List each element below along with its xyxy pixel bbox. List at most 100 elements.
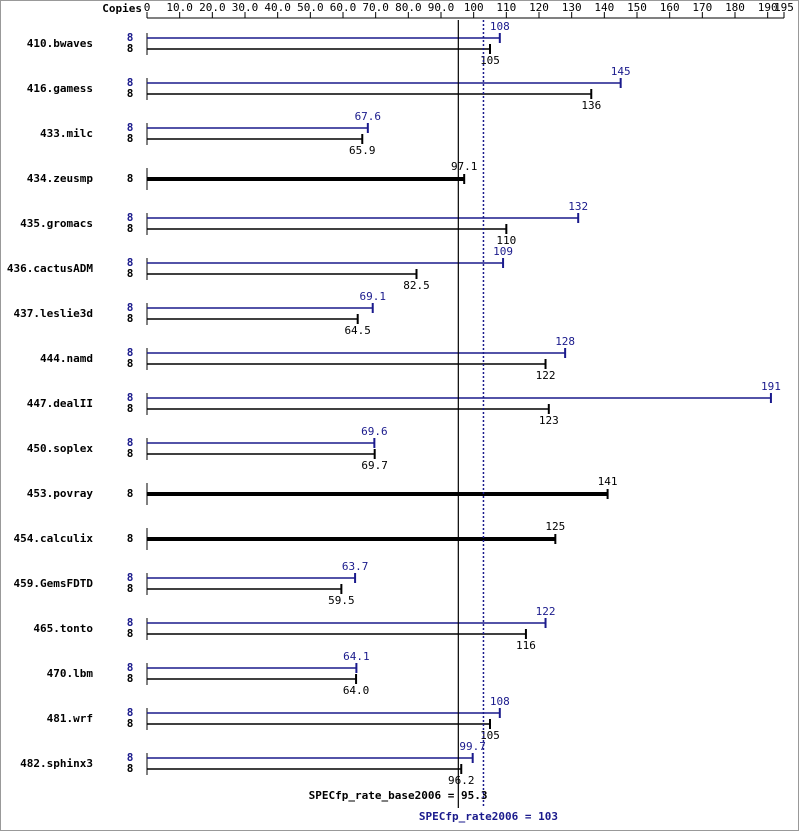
x-tick-label: 30.0 [232,1,259,14]
x-tick-label: 40.0 [264,1,291,14]
benchmark-name: 482.sphinx3 [20,757,93,770]
value-label: 141 [598,475,618,488]
copies: 8 [127,267,134,280]
benchmark-name: 435.gromacs [20,217,93,230]
copies: 8 [127,751,134,764]
benchmark-name: 410.bwaves [27,37,93,50]
benchmark-name: 433.milc [40,127,93,140]
x-tick-label: 195 [774,1,794,14]
copies: 8 [127,447,134,460]
copies: 8 [127,436,134,449]
x-tick-label: 0 [144,1,151,14]
copies: 8 [127,391,134,404]
value-label: 59.5 [328,594,355,607]
copies: 8 [127,211,134,224]
x-tick-label: 10.0 [166,1,193,14]
copies: 8 [127,706,134,719]
copies: 8 [127,312,134,325]
copies: 8 [127,346,134,359]
copies: 8 [127,222,134,235]
reference-label: SPECfp_rate_base2006 = 95.3 [309,789,488,802]
value-label: 65.9 [349,144,376,157]
copies: 8 [127,132,134,145]
x-tick-label: 190 [758,1,778,14]
copies: 8 [127,487,134,500]
copies: 8 [127,87,134,100]
benchmark-name: 459.GemsFDTD [14,577,94,590]
copies: 8 [127,571,134,584]
copies: 8 [127,121,134,134]
x-tick-label: 180 [725,1,745,14]
value-label: 99.7 [459,740,486,753]
x-tick-label: 80.0 [395,1,422,14]
copies: 8 [127,627,134,640]
value-label: 69.1 [359,290,386,303]
copies: 8 [127,672,134,685]
value-label: 97.1 [451,160,478,173]
copies: 8 [127,76,134,89]
copies: 8 [127,31,134,44]
value-label: 145 [611,65,631,78]
copies: 8 [127,42,134,55]
benchmark-name: 470.lbm [47,667,94,680]
value-label: 123 [539,414,559,427]
value-label: 105 [480,54,500,67]
copies: 8 [127,762,134,775]
value-label: 128 [555,335,575,348]
x-tick-label: 160 [660,1,680,14]
benchmark-name: 465.tonto [33,622,93,635]
benchmark-name: 453.povray [27,487,94,500]
copies: 8 [127,172,134,185]
copies: 8 [127,661,134,674]
copies-header: Copies [102,2,142,15]
value-label: 67.6 [355,110,382,123]
x-tick-label: 140 [594,1,614,14]
x-tick-label: 90.0 [428,1,455,14]
x-tick-label: 170 [692,1,712,14]
value-label: 132 [568,200,588,213]
value-label: 82.5 [403,279,430,292]
copies: 8 [127,256,134,269]
value-label: 191 [761,380,781,393]
value-label: 69.7 [361,459,388,472]
value-label: 110 [496,234,516,247]
value-label: 69.6 [361,425,388,438]
benchmark-name: 444.namd [40,352,93,365]
benchmark-name: 481.wrf [47,712,93,725]
value-label: 105 [480,729,500,742]
copies: 8 [127,582,134,595]
value-label: 116 [516,639,536,652]
value-label: 125 [545,520,565,533]
value-label: 63.7 [342,560,369,573]
copies: 8 [127,402,134,415]
benchmark-name: 454.calculix [14,532,94,545]
value-label: 108 [490,20,510,33]
copies: 8 [127,301,134,314]
x-tick-label: 150 [627,1,647,14]
value-label: 109 [493,245,513,258]
value-label: 64.0 [343,684,370,697]
x-tick-label: 100 [464,1,484,14]
benchmark-name: 416.gamess [27,82,93,95]
copies: 8 [127,532,134,545]
value-label: 122 [536,369,556,382]
value-label: 136 [581,99,601,112]
x-tick-label: 120 [529,1,549,14]
benchmark-name: 437.leslie3d [14,307,93,320]
benchmark-name: 450.soplex [27,442,94,455]
copies: 8 [127,717,134,730]
value-label: 108 [490,695,510,708]
benchmark-name: 436.cactusADM [7,262,93,275]
x-tick-label: 60.0 [330,1,357,14]
reference-label: SPECfp_rate2006 = 103 [419,810,558,823]
x-tick-label: 130 [562,1,582,14]
x-tick-label: 20.0 [199,1,226,14]
benchmark-name: 434.zeusmp [27,172,94,185]
value-label: 122 [536,605,556,618]
benchmark-name: 447.dealII [27,397,93,410]
x-tick-label: 70.0 [362,1,389,14]
value-label: 96.2 [448,774,475,787]
copies: 8 [127,616,134,629]
